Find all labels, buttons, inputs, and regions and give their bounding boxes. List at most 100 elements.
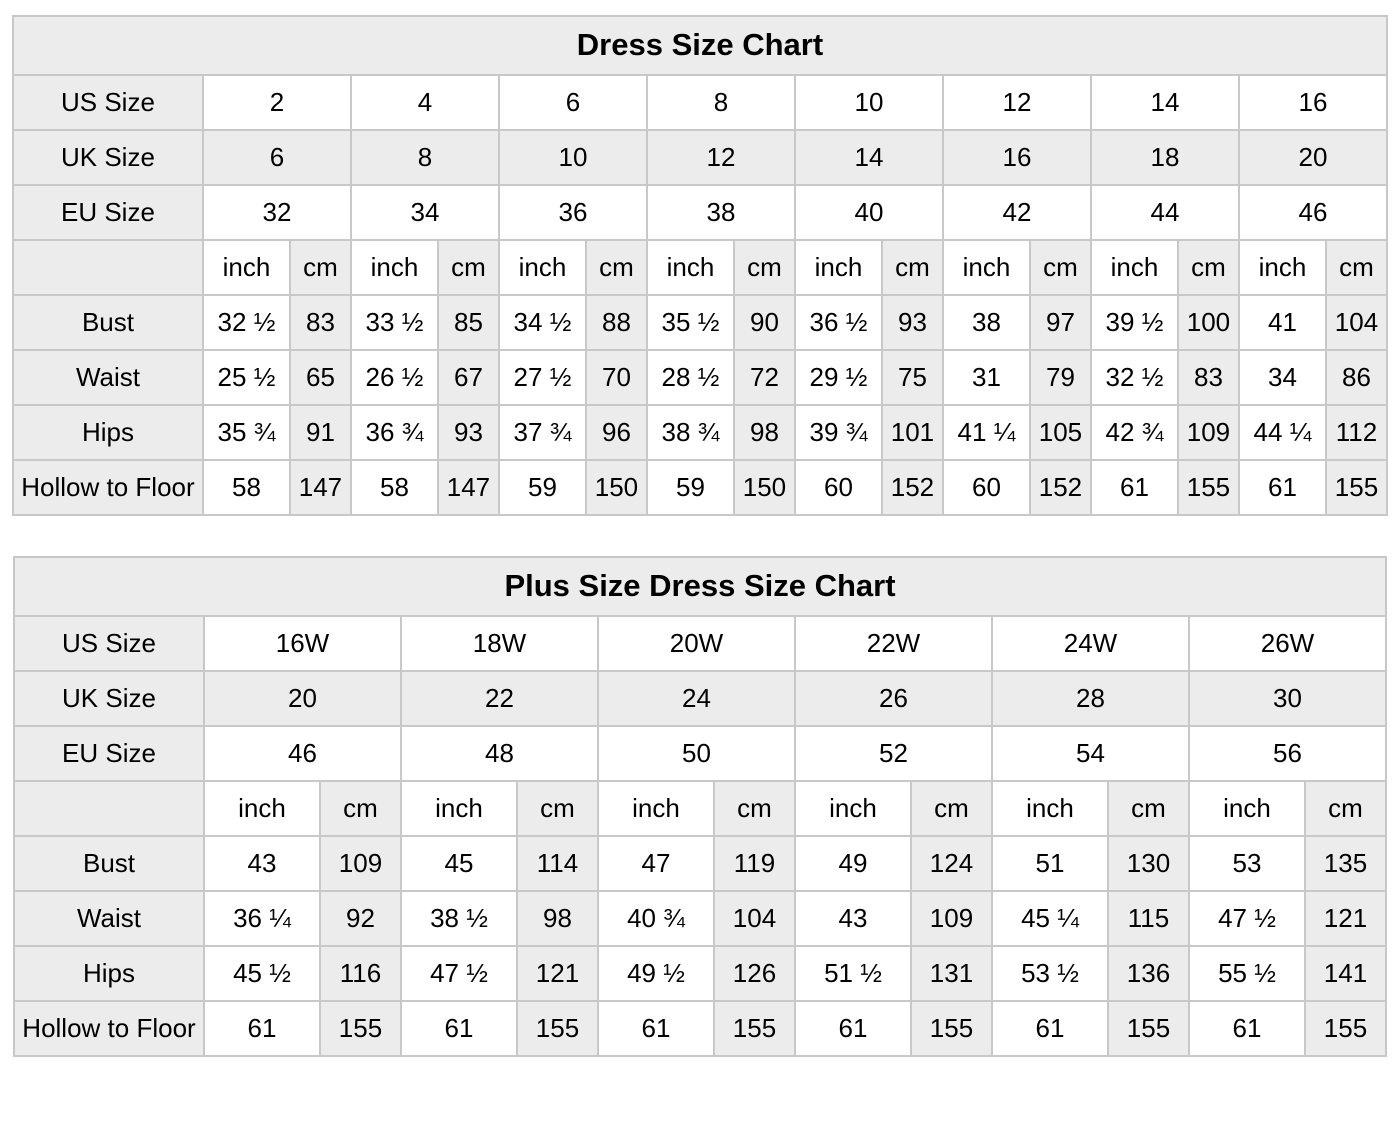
size-cell: 6 xyxy=(201,129,352,186)
measure-cm-cell: 150 xyxy=(584,459,648,516)
size-cell: 22W xyxy=(794,615,993,672)
measure-inch-cell: 41 xyxy=(1237,294,1327,351)
measure-cm-cell: 112 xyxy=(1324,404,1389,461)
measure-inch-cell: 49 xyxy=(794,835,912,892)
size-cell: 52 xyxy=(794,725,993,782)
table-row: Plus Size Dress Size Chart xyxy=(13,556,1387,617)
table-row: Waist 25 ½ 65 26 ½ 67 27 ½ 70 28 ½ 72 29 ½ 75 31 79 3… xyxy=(11,349,1389,406)
table-row: UK Size 20 22 24 26 28 30 xyxy=(13,670,1387,727)
measure-cm-cell: 75 xyxy=(880,349,944,406)
measure-cm-cell: 155 xyxy=(1324,459,1389,516)
measure-inch-cell: 34 xyxy=(1237,349,1327,406)
row-label: UK Size xyxy=(11,129,204,186)
unit-cm-header: cm xyxy=(288,239,352,296)
unit-inch-header: inch xyxy=(991,780,1109,837)
measure-inch-cell: 34 ½ xyxy=(497,294,587,351)
unit-inch-header: inch xyxy=(497,239,587,296)
measure-inch-cell: 35 ½ xyxy=(645,294,735,351)
measure-inch-cell: 61 xyxy=(991,1000,1109,1057)
measure-inch-cell: 43 xyxy=(794,890,912,947)
chart-title: Dress Size Chart xyxy=(11,15,1389,76)
size-cell: 12 xyxy=(645,129,796,186)
measure-cm-cell: 130 xyxy=(1107,835,1190,892)
measure-inch-cell: 45 ¼ xyxy=(991,890,1109,947)
row-label-empty xyxy=(13,780,205,837)
size-cell: 24 xyxy=(597,670,796,727)
unit-cm-header: cm xyxy=(1304,780,1387,837)
size-cell: 32 xyxy=(201,184,352,241)
measure-cm-cell: 150 xyxy=(732,459,796,516)
row-label: Bust xyxy=(13,835,205,892)
unit-cm-header: cm xyxy=(732,239,796,296)
size-cell: 38 xyxy=(645,184,796,241)
size-cell: 8 xyxy=(349,129,500,186)
table-row: inch cm inch cm inch cm inch cm inch cm inch cm inch… xyxy=(11,239,1389,296)
size-cell: 30 xyxy=(1188,670,1387,727)
row-label: Bust xyxy=(11,294,204,351)
table-row: US Size 16W 18W 20W 22W 24W 26W xyxy=(13,615,1387,672)
size-cell: 14 xyxy=(793,129,944,186)
measure-inch-cell: 39 ½ xyxy=(1089,294,1179,351)
measure-inch-cell: 35 ¾ xyxy=(201,404,291,461)
measure-cm-cell: 97 xyxy=(1028,294,1092,351)
measure-inch-cell: 29 ½ xyxy=(793,349,883,406)
measure-inch-cell: 26 ½ xyxy=(349,349,439,406)
measure-cm-cell: 155 xyxy=(713,1000,796,1057)
measure-inch-cell: 32 ½ xyxy=(1089,349,1179,406)
measure-cm-cell: 155 xyxy=(1304,1000,1387,1057)
measure-cm-cell: 126 xyxy=(713,945,796,1002)
unit-inch-header: inch xyxy=(1089,239,1179,296)
unit-inch-header: inch xyxy=(1188,780,1306,837)
measure-cm-cell: 83 xyxy=(288,294,352,351)
table-row: Hollow to Floor 58 147 58 147 59 150 59 150 60 152… xyxy=(11,459,1389,516)
measure-inch-cell: 28 ½ xyxy=(645,349,735,406)
measure-inch-cell: 38 ¾ xyxy=(645,404,735,461)
size-cell: 44 xyxy=(1089,184,1240,241)
size-cell: 46 xyxy=(203,725,402,782)
unit-inch-header: inch xyxy=(400,780,518,837)
measure-inch-cell: 36 ½ xyxy=(793,294,883,351)
unit-cm-header: cm xyxy=(713,780,796,837)
chart-title: Plus Size Dress Size Chart xyxy=(13,556,1387,617)
measure-inch-cell: 41 ¼ xyxy=(941,404,1031,461)
measure-inch-cell: 55 ½ xyxy=(1188,945,1306,1002)
measure-inch-cell: 61 xyxy=(1188,1000,1306,1057)
size-cell: 20 xyxy=(1237,129,1389,186)
measure-inch-cell: 31 xyxy=(941,349,1031,406)
measure-inch-cell: 47 ½ xyxy=(1188,890,1306,947)
measure-cm-cell: 147 xyxy=(436,459,500,516)
unit-cm-header: cm xyxy=(584,239,648,296)
measure-cm-cell: 121 xyxy=(1304,890,1387,947)
row-label: US Size xyxy=(11,74,204,131)
measure-inch-cell: 61 xyxy=(203,1000,321,1057)
unit-cm-header: cm xyxy=(1107,780,1190,837)
size-cell: 4 xyxy=(349,74,500,131)
measure-cm-cell: 79 xyxy=(1028,349,1092,406)
measure-inch-cell: 32 ½ xyxy=(201,294,291,351)
measure-inch-cell: 42 ¾ xyxy=(1089,404,1179,461)
size-cell: 26 xyxy=(794,670,993,727)
measure-cm-cell: 152 xyxy=(880,459,944,516)
size-cell: 16W xyxy=(203,615,402,672)
row-label: Hollow to Floor xyxy=(11,459,204,516)
table-row: Bust 32 ½ 83 33 ½ 85 34 ½ 88 35 ½ 90 36 ½ 93 38 97 39… xyxy=(11,294,1389,351)
measure-inch-cell: 61 xyxy=(1237,459,1327,516)
size-cell: 8 xyxy=(645,74,796,131)
table-row: Hollow to Floor 61 155 61 155 61 155 61 155 61 155… xyxy=(13,1000,1387,1057)
size-cell: 56 xyxy=(1188,725,1387,782)
measure-inch-cell: 40 ¾ xyxy=(597,890,715,947)
table-row: EU Size 32 34 36 38 40 42 44 46 xyxy=(11,184,1389,241)
measure-cm-cell: 119 xyxy=(713,835,796,892)
measure-cm-cell: 70 xyxy=(584,349,648,406)
measure-inch-cell: 61 xyxy=(794,1000,912,1057)
measure-inch-cell: 53 xyxy=(1188,835,1306,892)
measure-inch-cell: 58 xyxy=(201,459,291,516)
measure-cm-cell: 104 xyxy=(1324,294,1389,351)
unit-inch-header: inch xyxy=(645,239,735,296)
measure-cm-cell: 135 xyxy=(1304,835,1387,892)
plus-size-dress-size-chart-table: Plus Size Dress Size Chart US Size 16W 18W 2… xyxy=(13,556,1387,1057)
measure-inch-cell: 59 xyxy=(645,459,735,516)
measure-cm-cell: 72 xyxy=(732,349,796,406)
row-label: Waist xyxy=(13,890,205,947)
measure-inch-cell: 47 xyxy=(597,835,715,892)
